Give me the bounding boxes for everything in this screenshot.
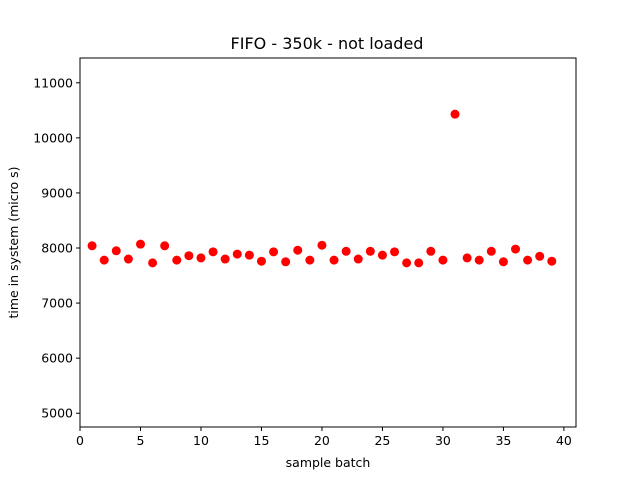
data-point [511, 244, 521, 254]
data-point [232, 249, 242, 259]
y-axis: 5000 6000 7000 8000 9000 10000 11000 [33, 75, 80, 421]
data-point [317, 240, 327, 250]
data-point [523, 255, 533, 265]
x-axis: 0 5 10 15 20 25 30 35 40 [76, 427, 572, 448]
data-points [87, 109, 557, 268]
data-point [123, 254, 133, 264]
y-tick-label: 8000 [41, 241, 73, 256]
y-tick-label: 11000 [33, 75, 73, 90]
x-tick-label: 40 [556, 433, 572, 448]
plot-frame [79, 57, 577, 428]
data-point [498, 257, 508, 267]
y-axis-label: time in system (micro s) [6, 166, 21, 318]
data-point [269, 247, 279, 257]
chart-title: FIFO - 350k - not loaded [231, 34, 424, 53]
data-point [341, 246, 351, 256]
data-point [390, 247, 400, 257]
x-tick-label: 25 [374, 433, 390, 448]
data-point [172, 255, 182, 265]
x-tick-label: 10 [193, 433, 209, 448]
data-point [535, 251, 545, 261]
data-point [256, 256, 266, 266]
data-point [438, 255, 448, 265]
x-tick-label: 20 [314, 433, 330, 448]
x-tick-label: 0 [76, 433, 84, 448]
data-point [220, 254, 230, 264]
data-point [462, 253, 472, 263]
data-point [87, 241, 97, 251]
x-tick-label: 30 [435, 433, 451, 448]
data-point [196, 253, 206, 263]
data-point [148, 258, 158, 268]
y-tick-label: 6000 [41, 351, 73, 366]
data-point [244, 250, 254, 260]
data-point [486, 246, 496, 256]
data-point [99, 255, 109, 265]
data-point [281, 257, 291, 267]
data-point [450, 109, 460, 119]
data-point [474, 255, 484, 265]
data-point [365, 246, 375, 256]
data-point [305, 255, 315, 265]
x-tick-label: 15 [254, 433, 270, 448]
x-tick-label: 35 [495, 433, 511, 448]
y-tick-label: 9000 [41, 185, 73, 200]
y-tick-label: 10000 [33, 130, 73, 145]
data-point [184, 251, 194, 261]
y-tick-label: 7000 [41, 296, 73, 311]
data-point [353, 254, 363, 264]
data-point [402, 258, 412, 268]
data-point [426, 246, 436, 256]
y-tick-label: 5000 [41, 406, 73, 421]
data-point [208, 247, 218, 257]
data-point [160, 241, 170, 251]
data-point [135, 239, 145, 249]
x-tick-label: 5 [137, 433, 145, 448]
x-axis-label: sample batch [286, 455, 371, 470]
data-point [111, 246, 121, 256]
data-point [414, 258, 424, 268]
data-point [293, 245, 303, 255]
data-point [547, 256, 557, 266]
data-point [377, 250, 387, 260]
data-point [329, 255, 339, 265]
